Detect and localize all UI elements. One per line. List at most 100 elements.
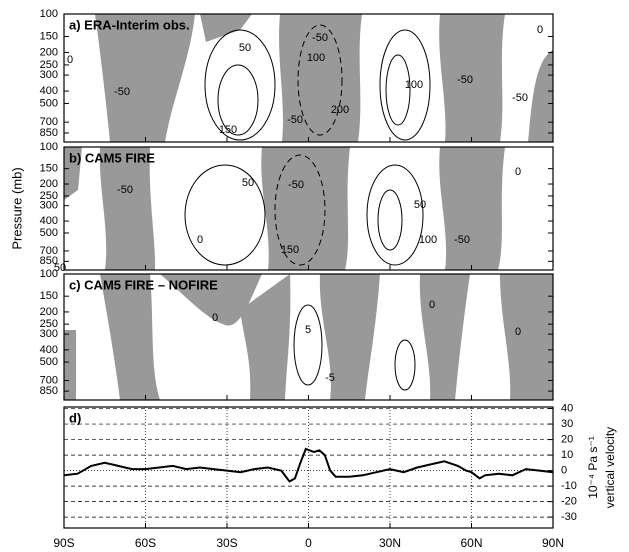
y-axis-label: vertical velocity	[603, 427, 617, 508]
y-tick-label: 400	[40, 215, 58, 227]
x-tick-label: 90N	[542, 536, 564, 550]
contour-label: -50	[114, 86, 130, 98]
frame	[63, 13, 554, 143]
y-tick-label: 500	[40, 227, 58, 239]
data-line	[63, 447, 554, 483]
y-tick-label: 10	[561, 449, 573, 461]
contour-line	[297, 24, 343, 136]
contour-line	[366, 164, 424, 266]
x-tick-label: 60N	[460, 536, 482, 550]
y-tick-label: 400	[40, 85, 58, 97]
contour-label: -50	[454, 234, 470, 246]
contour-label: -50	[117, 184, 133, 196]
contour-label: 50	[54, 262, 66, 274]
contour-label: 0	[537, 24, 543, 36]
y-tick-label: 700	[40, 245, 58, 257]
y-tick-label: 150	[40, 30, 58, 42]
x-tick-label: 30N	[379, 536, 401, 550]
shaded-region	[439, 147, 505, 270]
x-tick-label: 30S	[216, 536, 237, 550]
shaded-region	[319, 274, 380, 400]
contour-label: 150	[281, 244, 299, 256]
shaded-region	[200, 14, 252, 42]
y-tick-label: 700	[40, 374, 58, 386]
y-tick-label: 0	[561, 465, 567, 477]
y-tick-label: 400	[40, 344, 58, 356]
shaded-region	[500, 274, 553, 400]
shaded-region	[240, 274, 291, 400]
y-tick-label: 500	[40, 97, 58, 109]
contour-label: 0	[429, 299, 435, 311]
y-tick-label: 850	[40, 385, 58, 397]
y-tick-label: 200	[40, 306, 58, 318]
contour-label: 200	[331, 104, 349, 116]
y-tick-label: 40	[561, 402, 573, 414]
y-tick-label: 100	[40, 141, 58, 153]
contour-line	[217, 64, 259, 136]
y-axis-label: 10⁻⁴ Pa s⁻¹	[586, 436, 600, 499]
shaded-region	[439, 14, 505, 142]
shaded-region	[100, 274, 160, 400]
panel-title: a) ERA-Interim obs.	[69, 17, 190, 32]
y-tick-label: -30	[561, 511, 577, 523]
contour-label: 50	[239, 42, 251, 54]
y-tick-label: 100	[40, 268, 58, 280]
panel-title: d)	[69, 410, 81, 425]
shaded-region	[528, 50, 553, 142]
y-tick-label: 300	[40, 69, 58, 81]
contour-line	[184, 164, 266, 266]
y-tick-label: 250	[40, 190, 58, 202]
y-tick-label: 500	[40, 356, 58, 368]
frame	[63, 273, 554, 401]
y-tick-label: 150	[40, 163, 58, 175]
x-tick-label: 60S	[135, 536, 156, 550]
contour-line	[377, 189, 403, 251]
x-tick-label: 0	[305, 536, 312, 550]
panel-title: b) CAM5 FIRE	[69, 150, 155, 165]
y-tick-label: 100	[40, 8, 58, 20]
shading	[64, 14, 553, 400]
contour-label: 0	[67, 54, 73, 66]
shaded-region	[64, 147, 82, 200]
y-tick-label: 300	[40, 328, 58, 340]
contour-label: 0	[212, 312, 218, 324]
shaded-region	[279, 14, 362, 142]
contour-line	[204, 29, 276, 141]
contour-label: 50	[242, 177, 254, 189]
panel-title: c) CAM5 FIRE – NOFIRE	[69, 277, 218, 292]
shaded-region	[95, 14, 195, 142]
y-tick-label: 20	[561, 433, 573, 445]
contours	[184, 24, 431, 391]
shaded-region	[160, 274, 262, 326]
y-tick-label: 200	[40, 178, 58, 190]
contour-label: -50	[288, 179, 304, 191]
contour-label: -50	[512, 92, 528, 104]
y-tick-label: -20	[561, 496, 577, 508]
frame	[63, 146, 554, 271]
y-tick-label: 700	[40, 116, 58, 128]
contour-line	[394, 339, 416, 391]
contour-line	[274, 154, 326, 266]
y-tick-label: 200	[40, 46, 58, 58]
contour-label: -50	[287, 114, 303, 126]
contour-label: 5	[305, 324, 311, 336]
contour-label: 100	[405, 79, 423, 91]
contour-label: 0	[197, 234, 203, 246]
contour-line	[379, 29, 431, 141]
shaded-region	[261, 147, 350, 270]
contour-label: 150	[219, 124, 237, 136]
y-axis-label: Pressure (mb)	[9, 167, 24, 249]
contour-label: -50	[312, 32, 328, 44]
shaded-region	[99, 147, 156, 270]
shaded-region	[64, 330, 76, 400]
contour-label: 100	[419, 234, 437, 246]
contour-label: 100	[307, 52, 325, 64]
frame	[63, 406, 554, 529]
y-tick-label: 30	[561, 418, 573, 430]
y-tick-label: 850	[40, 127, 58, 139]
shaded-region	[419, 274, 470, 400]
x-tick-label: 90S	[53, 536, 74, 550]
y-tick-label: 250	[40, 59, 58, 71]
y-tick-label: 850	[40, 255, 58, 267]
